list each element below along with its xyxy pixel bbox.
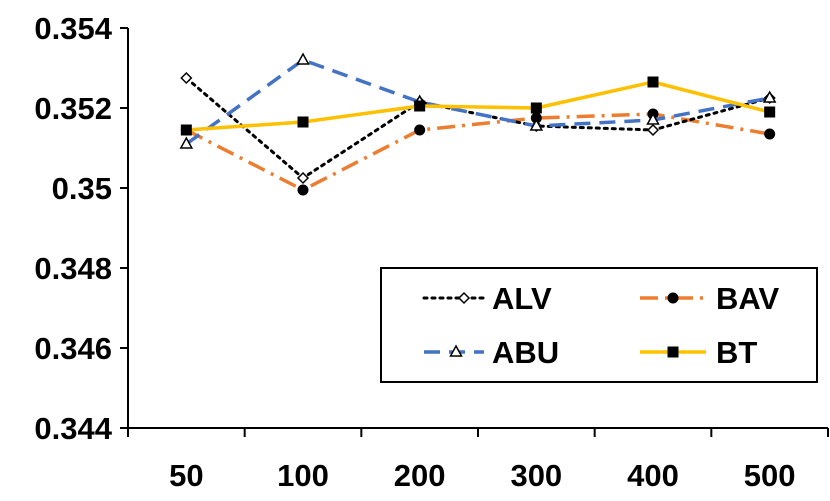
data-point-abu <box>529 118 544 131</box>
y-tick-label: 0.352 <box>34 91 112 126</box>
legend-item-bt: BT <box>640 335 757 370</box>
series-line-bt <box>186 80 771 132</box>
legend-label-abu: ABU <box>492 335 559 370</box>
y-tick-label: 0.354 <box>34 11 112 46</box>
x-tick-label: 400 <box>627 458 679 493</box>
legend-item-bav: BAV <box>640 281 779 316</box>
data-point-abu <box>646 112 660 125</box>
series-line-bav <box>185 112 770 192</box>
legend-item-alv: ALV <box>422 281 552 316</box>
legend: ALV BAV ABU BT <box>380 267 818 383</box>
data-point-alv <box>646 123 660 137</box>
legend-item-abu: ABU <box>424 335 559 370</box>
x-tick-label: 300 <box>510 458 562 493</box>
legend-box <box>380 267 818 383</box>
legend-marker-bav <box>667 292 679 304</box>
data-point-bt <box>764 106 776 118</box>
legend-marker-bt <box>667 346 679 358</box>
data-point-bt <box>297 116 309 128</box>
data-point-bt <box>414 100 426 112</box>
data-point-alv <box>180 71 193 85</box>
x-tick-label: 100 <box>277 458 329 493</box>
legend-label-bt: BT <box>716 335 757 370</box>
data-point-abu <box>296 52 310 65</box>
data-point-bt <box>530 102 542 114</box>
data-point-bav <box>414 124 426 136</box>
y-tick-label: 0.35 <box>52 171 112 206</box>
series-bt <box>180 76 776 136</box>
legend-marker-abu <box>449 344 463 357</box>
data-point-bav <box>297 184 309 196</box>
x-tick-label: 500 <box>744 458 796 493</box>
data-point-abu <box>179 136 194 149</box>
data-point-alv <box>296 171 310 185</box>
legend-label-bav: BAV <box>716 281 779 316</box>
legend-marker-alv <box>457 291 471 305</box>
axes: 0.344 0.346 0.348 0.35 0.352 0.354 50 100 200 300… <box>34 11 829 493</box>
data-point-bt <box>180 124 192 136</box>
y-tick-label: 0.344 <box>34 411 112 446</box>
x-tick-label: 50 <box>169 458 203 493</box>
series-abu <box>179 52 777 149</box>
data-point-bav <box>530 112 542 124</box>
series-line-abu <box>185 58 770 146</box>
y-tick-label: 0.348 <box>34 251 112 286</box>
series-layer <box>179 52 777 196</box>
data-point-bt <box>647 76 659 88</box>
y-tick-label: 0.346 <box>34 331 112 366</box>
legend-label-alv: ALV <box>492 281 552 316</box>
data-point-abu <box>762 90 777 103</box>
data-point-bav <box>764 128 776 140</box>
x-tick-label: 200 <box>394 458 446 493</box>
series-line-alv <box>184 76 772 180</box>
